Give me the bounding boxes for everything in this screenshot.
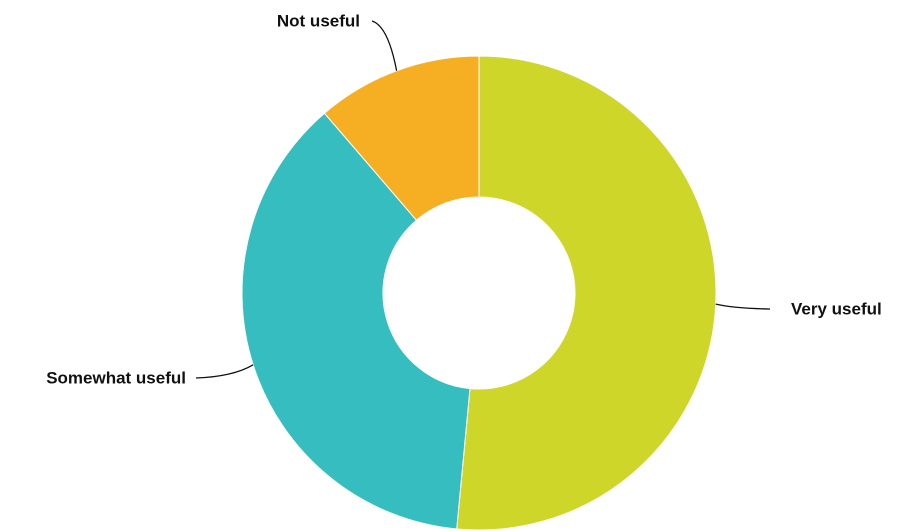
leader-line-not-useful <box>371 20 398 71</box>
leader-lines-group <box>195 20 771 379</box>
leader-line-somewhat-useful <box>195 364 254 379</box>
slice-somewhat-useful <box>241 112 471 530</box>
slices-group <box>241 55 717 531</box>
slice-not-useful <box>323 55 480 221</box>
label-not-useful: Not useful <box>277 12 360 31</box>
leader-line-very-useful <box>715 303 771 310</box>
label-very-useful: Very useful <box>791 300 882 319</box>
label-somewhat-useful: Somewhat useful <box>46 369 186 388</box>
slice-very-useful <box>456 55 717 531</box>
labels-group: Very useful Somewhat useful Not useful <box>46 12 882 388</box>
